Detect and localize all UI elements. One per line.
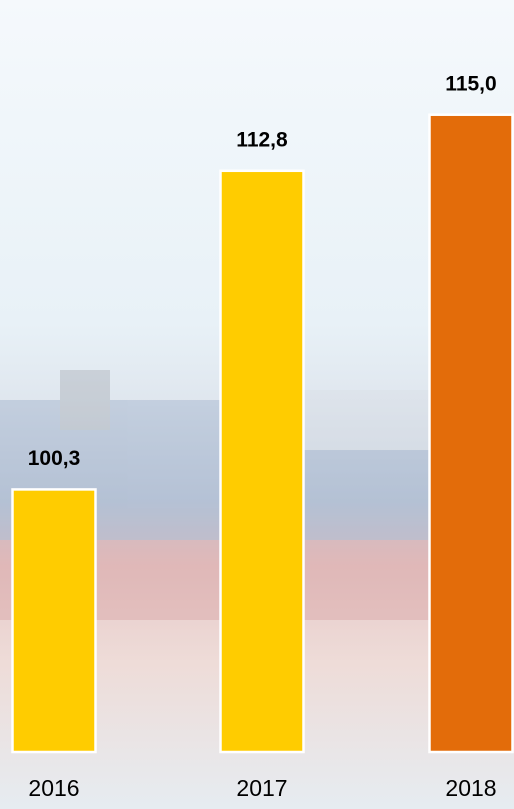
x-tick-label: 2018 [445,775,496,801]
value-label: 115,0 [445,72,496,95]
x-tick-label: 2016 [28,775,79,801]
value-label: 100,3 [28,447,81,470]
value-label: 112,8 [236,128,288,151]
x-tick-label: 2017 [236,775,287,801]
bar [428,113,514,754]
bar [11,488,97,754]
bar [219,169,305,754]
